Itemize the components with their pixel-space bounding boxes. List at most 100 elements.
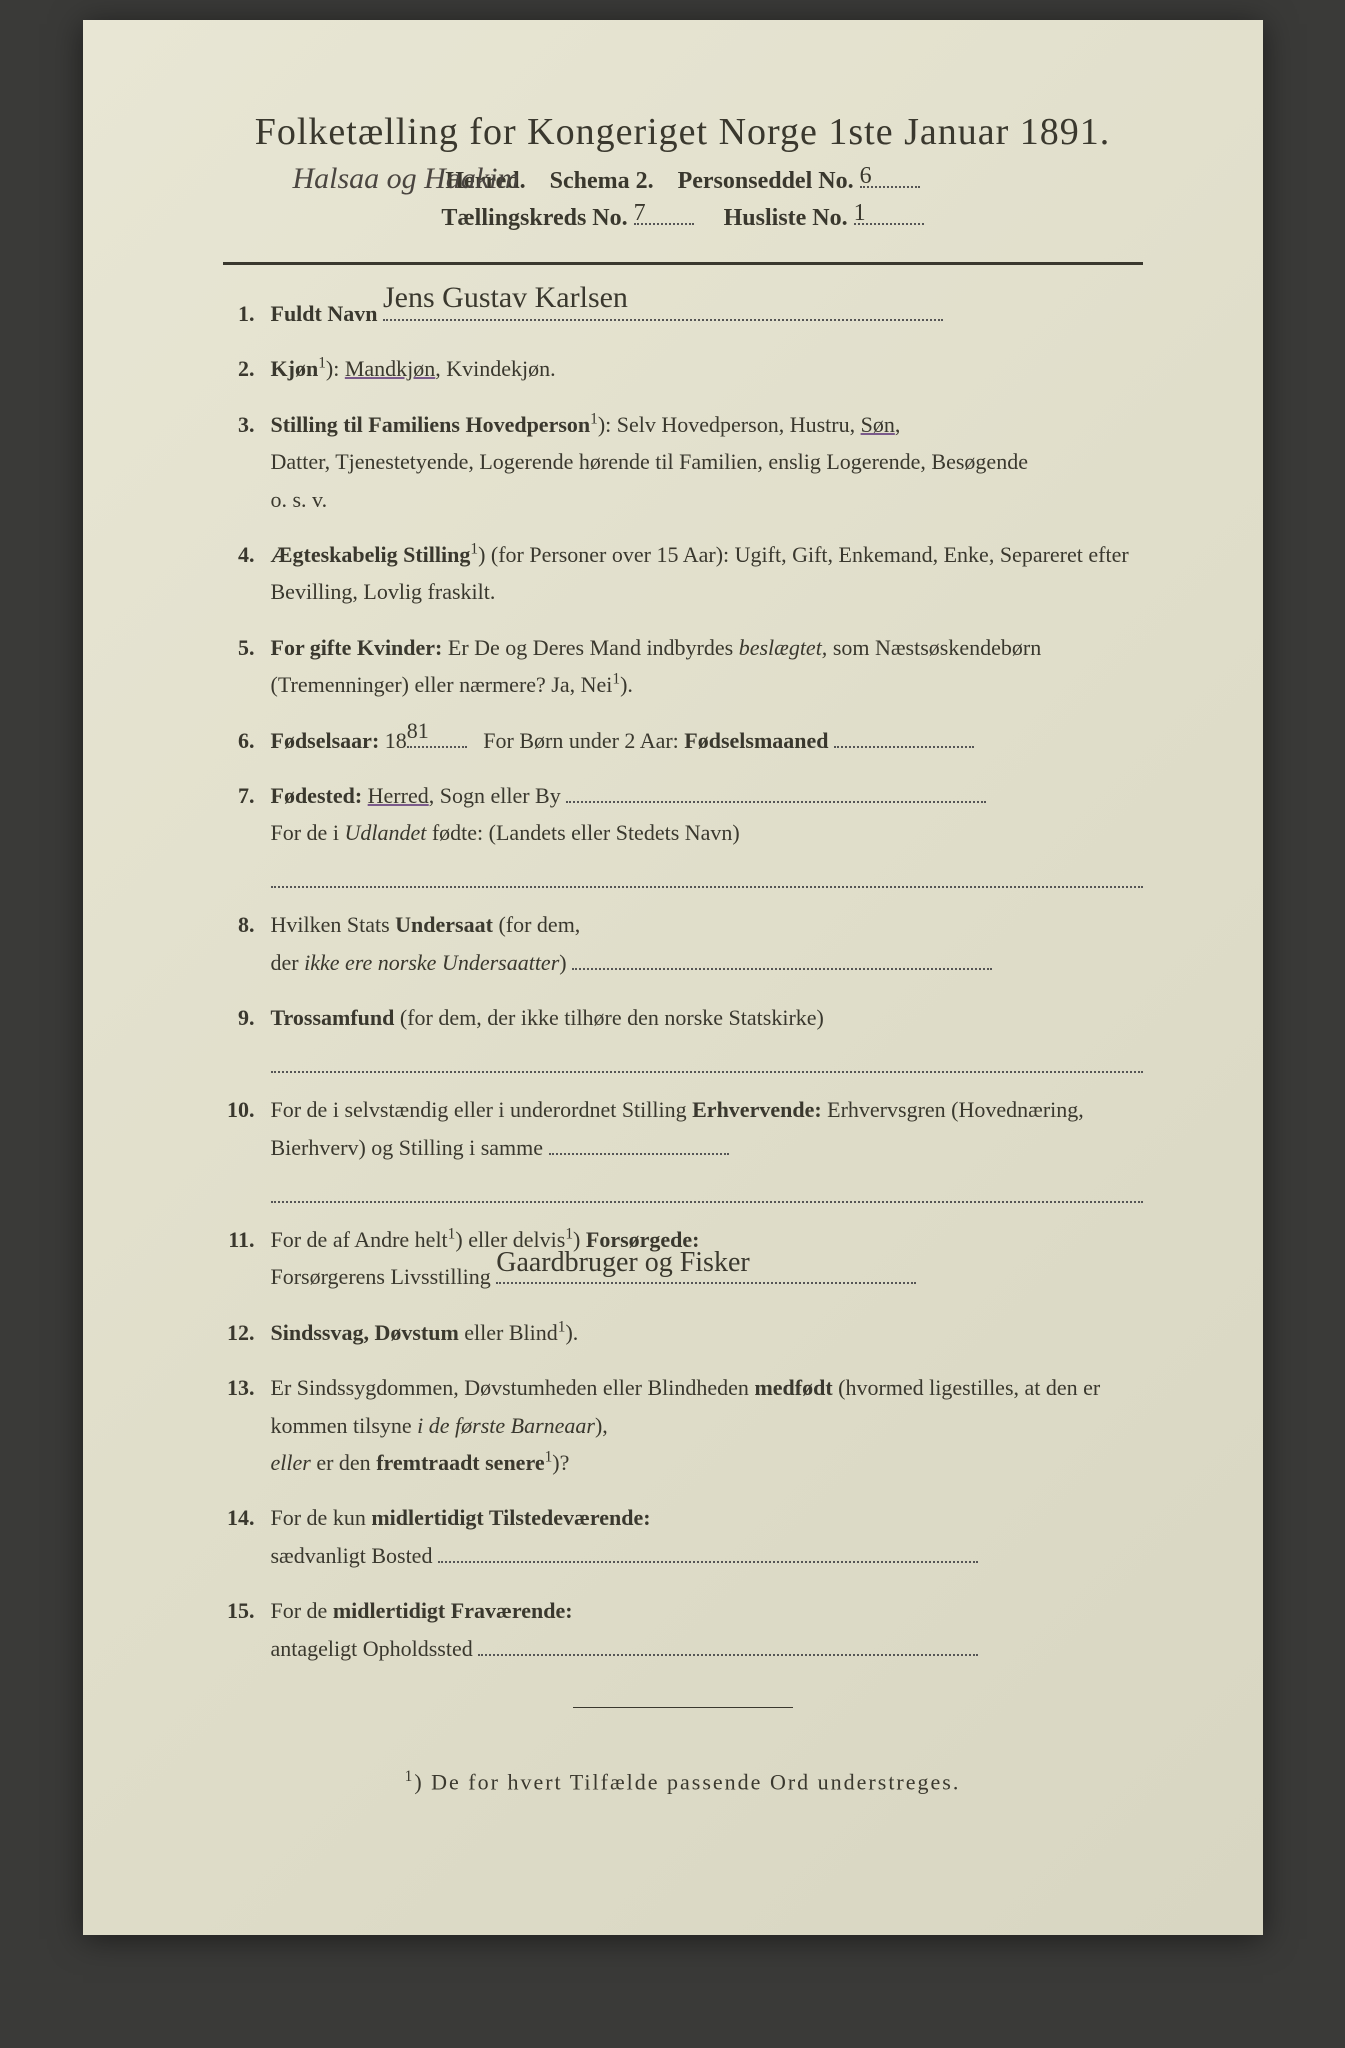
medf-label2: fremtraadt senere — [376, 1450, 544, 1475]
kjon-label: Kjøn — [271, 356, 319, 381]
medf-text3: ), — [595, 1413, 608, 1438]
item-content: For de i selvstændig eller i underordnet… — [271, 1091, 1143, 1203]
kjon-selected: Mandkjøn — [345, 356, 435, 381]
fodsel-text2: For Børn under 2 Aar: — [483, 728, 679, 753]
frav-text: For de — [271, 1598, 328, 1623]
fodsel-label: Fødselsaar: — [271, 728, 380, 753]
footnote: 1) De for hvert Tilfælde passende Ord un… — [223, 1768, 1143, 1795]
fors-text: For de af Andre helt — [271, 1227, 448, 1252]
item-number: 7. — [223, 777, 271, 889]
tilst-label: midlertidigt Tilstedeværende: — [371, 1505, 650, 1530]
census-form-page: Folketælling for Kongeriget Norge 1ste J… — [83, 20, 1263, 1935]
tros-label: Trossamfund — [271, 1005, 395, 1030]
item-6: 6. Fødselsaar: 1881 For Børn under 2 Aar… — [223, 722, 1143, 759]
name-field: Jens Gustav Karlsen — [383, 319, 943, 321]
item-content: Er Sindssygdommen, Døvstumheden eller Bl… — [271, 1369, 1143, 1481]
fodested-italic: Udlandet — [344, 820, 426, 845]
fodested-line — [271, 858, 1143, 889]
item-content: For gifte Kvinder: Er De og Deres Mand i… — [271, 629, 1143, 704]
divider-footnote — [573, 1707, 793, 1708]
item-content: Sindssvag, Døvstum eller Blind1). — [271, 1314, 1143, 1351]
tilst-field — [438, 1561, 978, 1563]
tkreds-value: 7 — [634, 200, 646, 227]
frav-label: midlertidigt Fraværende: — [333, 1598, 573, 1623]
tros-text: (for dem, der ikke tilhøre den norske St… — [400, 1005, 824, 1030]
undersaat-text3: der — [271, 950, 299, 975]
item-13: 13. Er Sindssygdommen, Døvstumheden elle… — [223, 1369, 1143, 1481]
item-number: 4. — [223, 536, 271, 611]
undersaat-text2: (for dem, — [498, 912, 580, 937]
item-content: Hvilken Stats Undersaat (for dem, der ik… — [271, 906, 1143, 981]
erhv-label: Erhvervende: — [692, 1097, 822, 1122]
fodested-selected: Herred — [368, 783, 429, 808]
item-content: Fuldt Navn Jens Gustav Karlsen — [271, 295, 1143, 332]
name-value: Jens Gustav Karlsen — [383, 272, 628, 323]
item-14: 14. For de kun midlertidigt Tilstedevære… — [223, 1499, 1143, 1574]
person-no-value: 6 — [860, 163, 872, 190]
item-number: 2. — [223, 350, 271, 387]
fodested-text2: For de i — [271, 820, 339, 845]
undersaat-text: Hvilken Stats — [271, 912, 390, 937]
person-label: Personseddel No. — [678, 168, 854, 194]
item-5: 5. For gifte Kvinder: Er De og Deres Man… — [223, 629, 1143, 704]
fuldt-navn-label: Fuldt Navn — [271, 301, 378, 326]
item-content: For de midlertidigt Fraværende: antageli… — [271, 1592, 1143, 1667]
item-content: Trossamfund (for dem, der ikke tilhøre d… — [271, 999, 1143, 1073]
medf-italic: i de første Barneaar — [417, 1413, 595, 1438]
item-11: 11. For de af Andre helt1) eller delvis1… — [223, 1221, 1143, 1296]
frav-field — [478, 1654, 978, 1656]
item-number: 6. — [223, 722, 271, 759]
item-content: Fødselsaar: 1881 For Børn under 2 Aar: F… — [271, 722, 1143, 759]
item-number: 14. — [223, 1499, 271, 1574]
item-number: 13. — [223, 1369, 271, 1481]
divider-top — [223, 262, 1143, 265]
undersaat-italic: ikke ere norske Undersaatter — [304, 950, 559, 975]
item-content: Fødested: Herred, Sogn eller By For de i… — [271, 777, 1143, 889]
erhv-line — [271, 1172, 1143, 1203]
tilst-text2: sædvanligt Bosted — [271, 1543, 433, 1568]
sinds-text: eller Blind — [464, 1320, 557, 1345]
item-number: 11. — [223, 1221, 271, 1296]
fors-text3: Forsørgerens Livsstilling — [271, 1264, 491, 1289]
undersaat-label: Undersaat — [395, 912, 493, 937]
item-1: 1. Fuldt Navn Jens Gustav Karlsen — [223, 295, 1143, 332]
husliste-label: Husliste No. — [724, 205, 848, 231]
item-10: 10. For de i selvstændig eller i underor… — [223, 1091, 1143, 1203]
frav-text2: antageligt Opholdssted — [271, 1636, 473, 1661]
item-number: 9. — [223, 999, 271, 1073]
stilling-text3: o. s. v. — [271, 487, 328, 512]
item-number: 1. — [223, 295, 271, 332]
husliste-field: 1 — [854, 223, 924, 225]
item-number: 15. — [223, 1592, 271, 1667]
item-12: 12. Sindssvag, Døvstum eller Blind1). — [223, 1314, 1143, 1351]
item-number: 8. — [223, 906, 271, 981]
item-4: 4. Ægteskabelig Stilling1) (for Personer… — [223, 536, 1143, 611]
item-number: 5. — [223, 629, 271, 704]
aegte-label: Ægteskabelig Stilling — [271, 542, 471, 567]
medf-label: medfødt — [754, 1375, 832, 1400]
item-2: 2. Kjøn1): Mandkjøn, Kvindekjøn. — [223, 350, 1143, 387]
item-content: Ægteskabelig Stilling1) (for Personer ov… — [271, 536, 1143, 611]
tkreds-field: 7 — [634, 223, 694, 225]
undersaat-field — [572, 968, 992, 970]
herred-handwritten: Halsaa og Haakim — [293, 162, 520, 196]
tros-line — [271, 1043, 1143, 1074]
year-prefix: 18 — [385, 728, 407, 753]
year-value: 81 — [407, 712, 429, 749]
husliste-value: 1 — [854, 200, 866, 227]
header-line-1: Halsaa og Haakim Herred. Schema 2. Perso… — [223, 168, 1143, 195]
medf-italic2: eller — [271, 1450, 311, 1475]
item-3: 3. Stilling til Familiens Hovedperson1):… — [223, 406, 1143, 518]
year-field: 81 — [407, 746, 467, 748]
stilling-label: Stilling til Familiens Hovedperson — [271, 412, 591, 437]
item-content: Stilling til Familiens Hovedperson1): Se… — [271, 406, 1143, 518]
fors-value: Gaardbruger og Fisker — [496, 1239, 749, 1287]
stilling-text2: Datter, Tjenestetyende, Logerende hørend… — [271, 449, 1028, 474]
stilling-selected: Søn — [861, 412, 895, 437]
item-content: For de af Andre helt1) eller delvis1) Fo… — [271, 1221, 1143, 1296]
medf-text4: er den — [316, 1450, 370, 1475]
item-9: 9. Trossamfund (for dem, der ikke tilhør… — [223, 999, 1143, 1073]
erhv-text: For de i selvstændig eller i underordnet… — [271, 1097, 687, 1122]
fors-field: Gaardbruger og Fisker — [496, 1282, 916, 1284]
fodested-label: Fødested: — [271, 783, 363, 808]
